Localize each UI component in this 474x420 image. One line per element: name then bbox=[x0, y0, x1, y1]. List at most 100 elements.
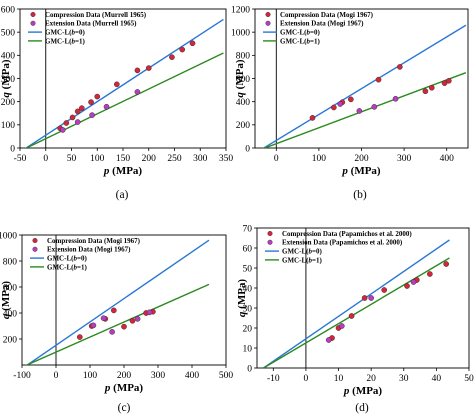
y-tick-label: 500 bbox=[1, 28, 16, 38]
x-axis-label: p (MPa) bbox=[341, 165, 381, 177]
panel-label: (c) bbox=[118, 402, 131, 414]
x-tick-label: 200 bbox=[117, 371, 132, 381]
compression-point bbox=[441, 80, 448, 86]
legend-entry-label: GMC-L(b=1) bbox=[282, 256, 322, 264]
compression-point bbox=[443, 261, 449, 267]
y-tick-label: 40 bbox=[243, 284, 253, 294]
legend-extension-marker bbox=[32, 246, 38, 252]
compression-point bbox=[397, 64, 403, 70]
compression-point bbox=[422, 88, 429, 95]
extension-point bbox=[392, 95, 399, 102]
legend-entry-label: Compression Data (Mogi 1967) bbox=[47, 237, 141, 245]
legend-entry-label: Compression Data (Murrell 1965) bbox=[45, 11, 147, 19]
compression-point bbox=[348, 313, 355, 319]
y-tick-label: 600 bbox=[3, 283, 18, 293]
extension-point bbox=[146, 309, 153, 316]
extension-point bbox=[109, 329, 115, 335]
x-tick-label: 30 bbox=[399, 374, 409, 384]
legend-entry-label: Compression Data (Mogi 1967) bbox=[280, 11, 374, 19]
extension-point bbox=[134, 316, 141, 322]
compression-point bbox=[94, 93, 101, 100]
legend-entry-label: Extension Data (Murrell 1965) bbox=[45, 20, 137, 28]
gmc-l-b1-line bbox=[263, 257, 450, 368]
y-axis-label: q (MPa) bbox=[0, 59, 12, 98]
x-tick-label: 300 bbox=[397, 154, 412, 164]
legend-entry-label: GMC-L(b=1) bbox=[280, 37, 320, 45]
compression-point bbox=[74, 108, 81, 115]
plot-area bbox=[24, 18, 224, 148]
compression-point bbox=[189, 40, 196, 47]
x-tick-label: 40 bbox=[432, 374, 442, 384]
compression-point bbox=[113, 81, 120, 88]
y-tick-label: 1000 bbox=[231, 28, 250, 38]
gmc-l-b0-line bbox=[263, 239, 450, 368]
x-tick-label: 50 bbox=[67, 154, 77, 164]
legend-entry-label: GMC-L(b=1) bbox=[47, 263, 87, 271]
legend-extension-marker bbox=[267, 239, 273, 245]
x-tick-label: 0 bbox=[43, 154, 48, 164]
extension-point bbox=[338, 323, 345, 329]
legend-entry-label: Extension Data (Papamichos et al. 2000) bbox=[282, 239, 403, 247]
x-tick-label: 10 bbox=[334, 374, 344, 384]
gmc-l-b1-line bbox=[25, 283, 210, 365]
panel-label: (b) bbox=[353, 189, 367, 201]
x-tick-label: 20 bbox=[366, 374, 376, 384]
extension-point bbox=[89, 112, 95, 118]
panel-d: -10 0 10 20 30 40 50 0 10 20 30 40 50 60 70 p (MPa) q (M… bbox=[236, 224, 474, 414]
compression-point bbox=[78, 105, 85, 111]
legend: Compression Data (Papamichos et al. 2000… bbox=[265, 230, 412, 264]
legend-entry-label: GMC-L(b=1) bbox=[45, 37, 85, 45]
x-tick-label: 300 bbox=[151, 371, 166, 381]
compression-point bbox=[169, 54, 175, 61]
y-tick-label: 0 bbox=[247, 364, 252, 374]
y-tick-label: 0 bbox=[245, 144, 250, 154]
y-tick-label: 200 bbox=[236, 121, 251, 131]
legend-entry-label: GMC-L(b=0) bbox=[282, 248, 322, 256]
y-tick-label: 100 bbox=[1, 121, 16, 131]
panel-a: -50 0 50 100 150 200 250 300 3500100200300400500… bbox=[0, 5, 233, 201]
compression-point bbox=[361, 295, 368, 301]
y-tick-label: 300 bbox=[1, 75, 16, 85]
y-tick-label: 800 bbox=[236, 52, 251, 62]
compression-point bbox=[309, 115, 316, 121]
compression-point bbox=[121, 323, 127, 330]
plot-area bbox=[263, 239, 450, 368]
x-tick-label: -50 bbox=[14, 154, 27, 164]
extension-point bbox=[325, 337, 332, 343]
extension-point bbox=[100, 315, 107, 322]
x-tick-label: 350 bbox=[219, 154, 234, 164]
x-tick-label: -10 bbox=[267, 374, 280, 384]
y-tick-label: 10 bbox=[243, 344, 253, 354]
y-tick-label: 400 bbox=[236, 98, 251, 108]
extension-point bbox=[371, 104, 378, 110]
extension-point bbox=[103, 103, 110, 110]
y-tick-label: 60 bbox=[243, 244, 253, 254]
plot-area bbox=[25, 239, 210, 365]
legend: Compression Data (Mogi 1967)Extension Da… bbox=[263, 11, 374, 45]
y-axis-label: q (MPa) bbox=[234, 59, 246, 98]
compression-point bbox=[446, 77, 452, 84]
extension-point bbox=[134, 89, 141, 95]
compression-point bbox=[69, 114, 76, 121]
legend-extension-marker bbox=[265, 20, 271, 26]
x-tick-label: 0 bbox=[304, 374, 309, 384]
compression-point bbox=[88, 99, 94, 105]
x-tick-label: 400 bbox=[185, 371, 200, 381]
x-tick-label: 100 bbox=[312, 154, 327, 164]
y-tick-label: 20 bbox=[243, 324, 253, 334]
extension-point bbox=[356, 108, 363, 114]
compression-point bbox=[134, 67, 141, 74]
x-tick-label: 500 bbox=[219, 371, 234, 381]
extension-point bbox=[90, 322, 97, 329]
y-tick-label: 400 bbox=[1, 52, 16, 62]
compression-point bbox=[76, 334, 83, 340]
extension-point bbox=[337, 101, 344, 107]
x-tick-label: 0 bbox=[54, 371, 59, 381]
legend-entry-label: Extension Data (Mogi 1967) bbox=[280, 20, 364, 28]
y-tick-label: 600 bbox=[236, 75, 251, 85]
compression-point bbox=[63, 120, 70, 126]
compression-point bbox=[145, 65, 152, 71]
y-tick-label: 50 bbox=[243, 264, 253, 274]
compression-point bbox=[428, 84, 435, 91]
y-axis-label: q (MPa) bbox=[236, 279, 248, 318]
